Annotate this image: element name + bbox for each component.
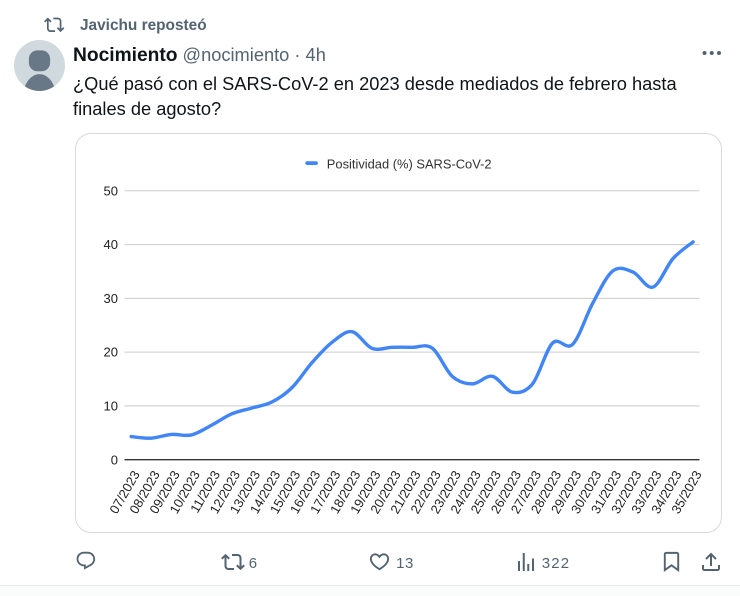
svg-text:0: 0 <box>110 452 117 467</box>
svg-text:Positividad (%) SARS-CoV-2: Positividad (%) SARS-CoV-2 <box>326 157 491 172</box>
svg-text:40: 40 <box>103 237 117 252</box>
svg-text:30: 30 <box>103 291 117 306</box>
svg-text:10: 10 <box>103 399 117 414</box>
svg-text:50: 50 <box>103 183 117 198</box>
svg-text:20: 20 <box>103 345 117 360</box>
